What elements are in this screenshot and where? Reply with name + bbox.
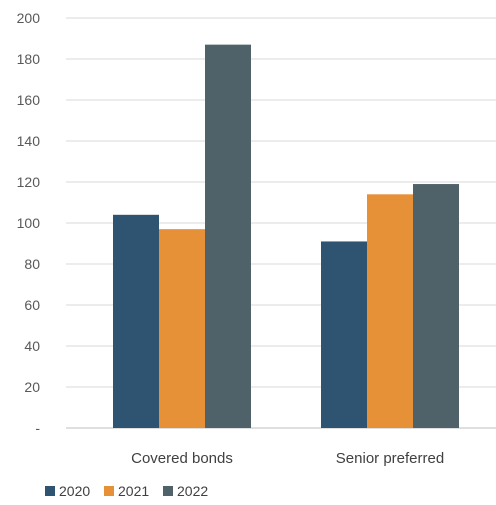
y-tick-label: 100	[17, 215, 41, 231]
bars	[113, 44, 459, 429]
y-axis-tick-labels: - 20 40 60 80 100 120 140 160 180 200	[17, 10, 41, 436]
y-tick-label: 60	[24, 297, 40, 313]
legend-swatch-2022	[163, 486, 173, 496]
y-tick-label: 80	[24, 256, 40, 272]
y-tick-label: 40	[24, 338, 40, 354]
legend-swatch-2020	[45, 486, 55, 496]
bar-2022-senior-preferred	[413, 184, 459, 428]
bar-2021-senior-preferred	[367, 194, 413, 428]
x-axis-category-labels: Covered bonds Senior preferred	[131, 450, 444, 467]
y-tick-label: 200	[17, 10, 41, 26]
x-category-label: Senior preferred	[336, 450, 444, 467]
legend: 2020 2021 2022	[45, 483, 208, 499]
legend-swatch-2021	[104, 486, 114, 496]
y-tick-label: 20	[24, 379, 40, 395]
bar-2021-covered-bonds	[159, 229, 205, 428]
y-tick-label: 160	[17, 92, 41, 108]
y-tick-label: 120	[17, 174, 41, 190]
legend-label: 2022	[177, 483, 208, 499]
bar-2022-covered-bonds	[205, 44, 251, 429]
bar-2020-senior-preferred	[321, 241, 367, 428]
legend-label: 2021	[118, 483, 149, 499]
legend-label: 2020	[59, 483, 90, 499]
y-tick-label: -	[35, 420, 40, 436]
bar-2020-covered-bonds	[113, 214, 159, 428]
y-tick-label: 180	[17, 51, 41, 67]
y-tick-label: 140	[17, 133, 41, 149]
x-category-label: Covered bonds	[131, 450, 233, 467]
